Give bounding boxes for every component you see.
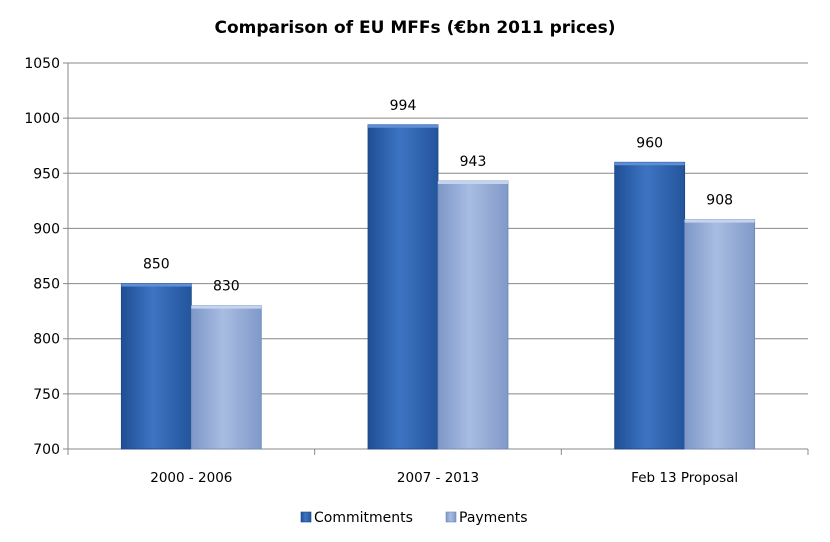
y-tick-label: 950 [33,166,60,182]
bar-bevel [121,283,192,287]
legend: Commitments Payments [300,510,528,526]
y-tick-label: 700 [33,442,60,458]
x-tick-label: 2000 - 2006 [150,470,232,486]
bar-commitments-0 [120,283,192,450]
y-tick-label: 850 [33,277,60,293]
data-label: 943 [460,154,487,170]
data-label: 960 [636,135,663,151]
chart-title: Comparison of EU MFFs (€bn 2011 prices) [215,18,616,38]
bar-commitments-1 [367,124,439,450]
y-axis-ticks: 700 750 800 850 900 950 1000 1050 [24,56,60,458]
data-label: 908 [706,193,733,209]
y-tick-label: 900 [33,221,60,237]
bar-payments-0 [190,305,262,450]
legend-swatch-payments [445,511,457,523]
bar-commitments-2 [614,161,686,450]
data-label: 994 [390,98,417,114]
x-tick-label: Feb 13 Proposal [631,470,738,486]
bar-bevel [191,305,262,309]
data-label: 850 [143,257,170,273]
bar-payments-2 [684,219,756,450]
x-tick-label: 2007 - 2013 [397,470,479,486]
y-tick-label: 1050 [24,56,60,72]
legend-label-commitments: Commitments [314,510,413,526]
y-tick-label: 750 [33,387,60,403]
bar-bevel [438,181,508,185]
bar-bevel [614,162,685,166]
data-label: 830 [213,279,240,295]
legend-label-payments: Payments [459,510,528,526]
bar-bevel [368,124,438,128]
bar-payments-1 [437,180,509,450]
bar-bevel [684,219,755,223]
x-axis-ticks: 2000 - 2006 2007 - 2013 Feb 13 Proposal [67,449,809,486]
y-tick-label: 1000 [24,111,60,127]
y-tick-label: 800 [33,332,60,348]
legend-swatch-commitments [300,511,312,523]
bars: 850 830 994 943 960 908 [120,98,756,450]
